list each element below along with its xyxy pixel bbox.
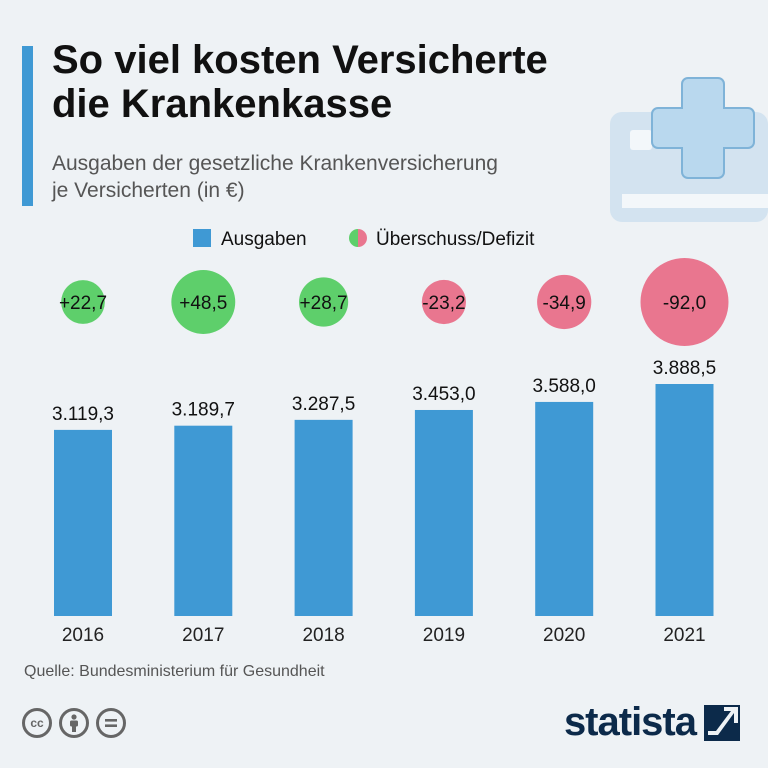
bar-ausgaben-2021	[655, 384, 714, 616]
x-axis-labels: 2016 2017 2018 2019 2020 2021	[62, 625, 706, 646]
bar-value-label-2019: 3.453,0	[412, 384, 475, 405]
legend-swatch-ausgaben	[193, 229, 211, 247]
title-accent-bar	[22, 46, 33, 206]
by-attribution-icon[interactable]	[59, 708, 89, 738]
bubble-label-2016: +22,7	[59, 293, 107, 314]
nd-no-derivatives-icon[interactable]	[96, 708, 126, 738]
brand-name: statista	[563, 700, 697, 744]
subtitle-line-1: Ausgaben der gesetzliche Krankenversiche…	[52, 152, 498, 175]
bar-value-label-2021: 3.888,5	[653, 358, 716, 379]
bar-value-label-2018: 3.287,5	[292, 394, 355, 415]
page-subtitle: Ausgaben der gesetzliche Krankenversiche…	[52, 150, 498, 204]
source-note: Quelle: Bundesministerium für Gesundheit	[24, 663, 325, 680]
statista-logo-icon	[704, 704, 740, 741]
bubble-2018	[299, 277, 349, 327]
cc-icon[interactable]: cc	[22, 708, 52, 738]
legend-label-surplus-deficit: Überschuss/Defizit	[376, 229, 535, 250]
license-icons: cc	[22, 708, 126, 738]
bar-ausgaben-2018	[294, 419, 353, 616]
bubble-label-2021: -92,0	[663, 293, 706, 314]
bubble-label-2019: -23,2	[422, 293, 465, 314]
insurance-card-icon	[610, 77, 768, 222]
legend-swatch-deficit	[358, 229, 367, 247]
bar-ausgaben-2019	[414, 409, 473, 616]
bar-value-label-2016: 3.119,3	[52, 404, 114, 425]
title-line-2: die Krankenkasse	[52, 82, 393, 126]
x-tick-label-2020: 2020	[543, 625, 585, 646]
surplus-deficit-series: +22,7 +48,5 +28,7 -23,2 -34,9 -92,0	[59, 258, 729, 346]
subtitle-line-2: je Versicherten (in €)	[52, 179, 245, 202]
bubble-2016	[61, 280, 105, 324]
bubble-2020	[537, 274, 592, 330]
title-line-1: So viel kosten Versicherte	[52, 38, 548, 82]
ausgaben-series: 3.119,3 3.189,7 3.287,5 3.453,0 3.588,0 3.888…	[52, 358, 716, 616]
x-tick-label-2017: 2017	[182, 625, 224, 646]
bubble-label-2020: -34,9	[543, 293, 586, 314]
statista-brand[interactable]: statista	[564, 700, 740, 745]
bubble-2021	[640, 258, 729, 346]
bar-ausgaben-2016	[54, 429, 112, 616]
bar-ausgaben-2017	[174, 425, 233, 616]
bar-value-label-2020: 3.588,0	[532, 376, 595, 397]
x-tick-label-2019: 2019	[423, 625, 465, 646]
bubble-2019	[421, 279, 466, 325]
x-tick-label-2018: 2018	[302, 625, 344, 646]
bubble-label-2017: +48,5	[179, 293, 227, 314]
bar-value-label-2017: 3.189,7	[172, 400, 235, 421]
bar-ausgaben-2020	[535, 401, 594, 616]
chart-legend: Ausgaben Überschuss/Defizit	[193, 229, 535, 250]
x-tick-label-2021: 2021	[663, 625, 705, 646]
bubble-label-2018: +28,7	[300, 293, 348, 314]
bubble-2017	[171, 270, 236, 334]
page-title: So viel kosten Versicherte die Krankenka…	[52, 38, 548, 126]
legend-label-ausgaben: Ausgaben	[221, 229, 307, 250]
x-tick-label-2016: 2016	[62, 625, 104, 646]
legend-swatch-surplus	[349, 229, 358, 247]
